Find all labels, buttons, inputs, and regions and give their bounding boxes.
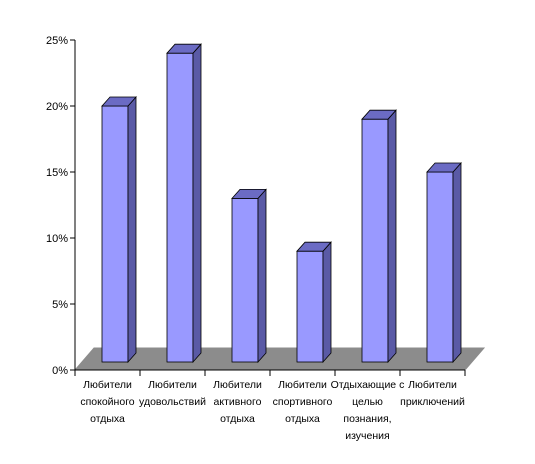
bar-side bbox=[452, 161, 462, 364]
y-tick-label: 10% bbox=[46, 233, 68, 245]
bar bbox=[101, 95, 137, 364]
bar-front bbox=[361, 118, 389, 363]
y-tick-label: 15% bbox=[46, 167, 68, 179]
bar-front bbox=[101, 105, 129, 363]
y-tick-label: 5% bbox=[52, 299, 68, 311]
y-tick-label: 25% bbox=[46, 35, 68, 47]
bar-front bbox=[426, 171, 454, 363]
bar-side bbox=[127, 95, 137, 364]
chart-axes: 0% 5% 10% 15% 20% 25% bbox=[46, 35, 466, 377]
bar-top bbox=[231, 188, 267, 199]
bar-top bbox=[361, 109, 397, 120]
bar-front bbox=[296, 250, 324, 363]
bar-top bbox=[296, 241, 332, 252]
bar bbox=[166, 43, 202, 364]
bar-top bbox=[101, 96, 137, 107]
bar bbox=[426, 161, 462, 364]
bar bbox=[361, 109, 397, 364]
y-tick-label: 20% bbox=[46, 101, 68, 113]
bar bbox=[296, 241, 332, 364]
x-category-label: Отдыхающие с целью познания, изучения bbox=[331, 379, 405, 442]
bar-top bbox=[166, 43, 202, 54]
bar-side bbox=[257, 188, 267, 364]
bar-side bbox=[387, 109, 397, 364]
x-category-label: Любители спокойного отдыха bbox=[80, 379, 134, 425]
x-category-label: Любители удовольствий bbox=[139, 379, 206, 408]
chart-bars bbox=[101, 43, 462, 364]
y-tick-label: 0% bbox=[52, 365, 68, 377]
x-category-label: Любители приключений bbox=[400, 379, 465, 408]
bar-front bbox=[231, 197, 259, 363]
x-category-label: Любители активного отдыха bbox=[213, 379, 262, 425]
bar bbox=[231, 188, 267, 364]
bar-side bbox=[322, 241, 332, 364]
x-category-label: Любители спортивного отдыха bbox=[273, 379, 333, 425]
bar-side bbox=[192, 43, 202, 364]
bar-top bbox=[426, 162, 462, 173]
bar-front bbox=[166, 52, 194, 363]
